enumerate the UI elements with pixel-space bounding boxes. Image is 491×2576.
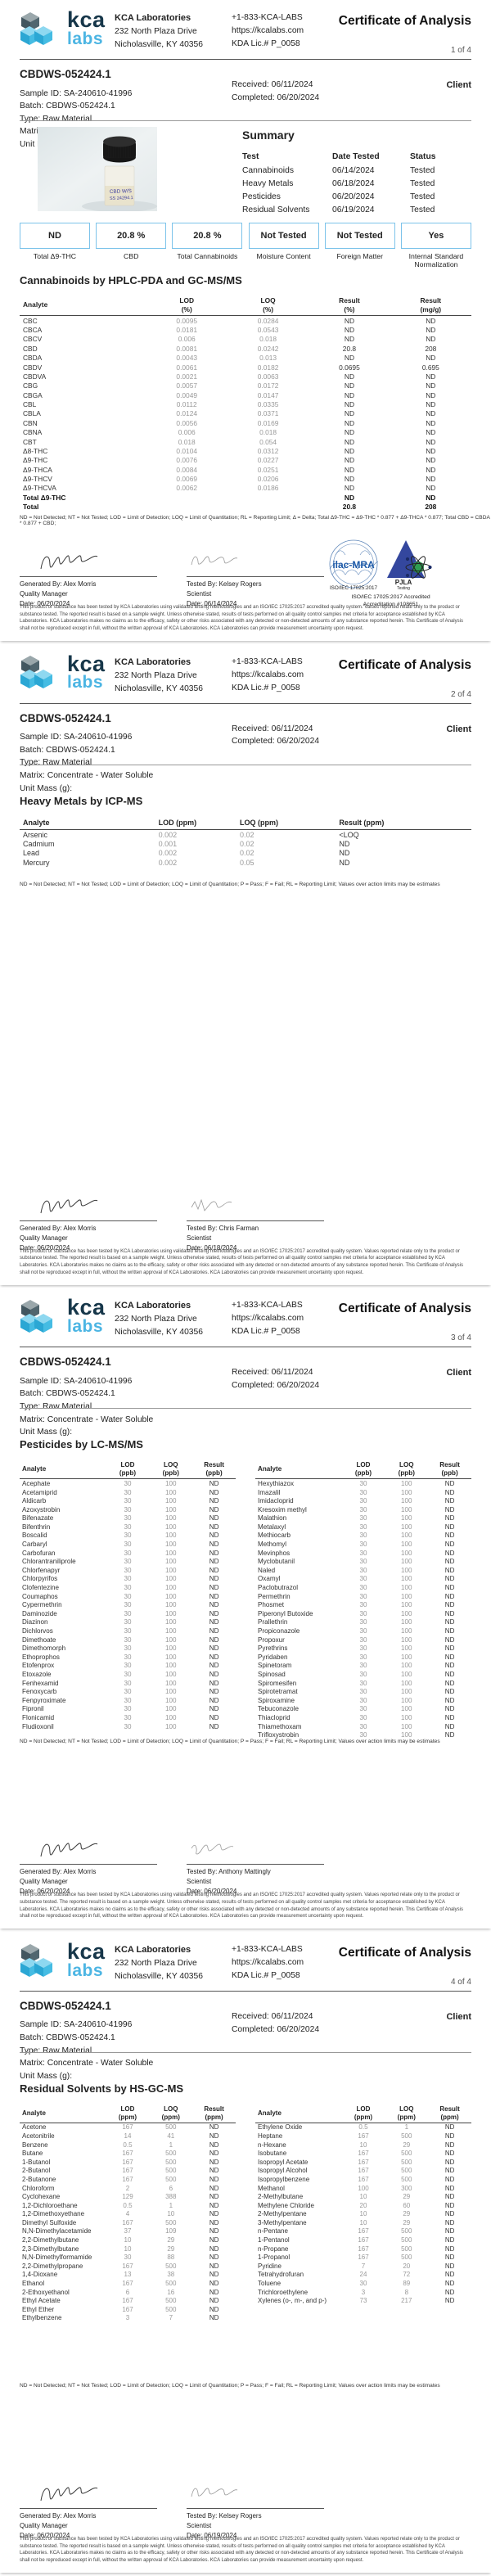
svg-text:CBD W/S: CBD W/S [110, 188, 132, 195]
svg-text:Testing: Testing [397, 586, 410, 591]
svg-text:ilac-MRA: ilac-MRA [332, 559, 375, 571]
svg-text:SS 24294.1: SS 24294.1 [110, 196, 133, 201]
svg-text:ISO/IEC 17025:2017: ISO/IEC 17025:2017 [330, 585, 378, 591]
svg-text:PJLA: PJLA [395, 579, 412, 586]
